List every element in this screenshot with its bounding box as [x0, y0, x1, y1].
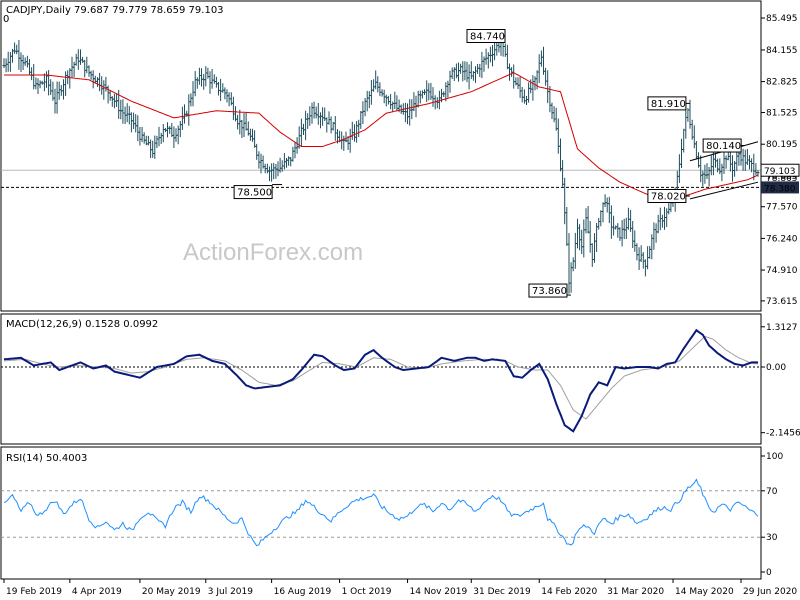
price-bar [756, 170, 760, 177]
macd-tick-label: 1.3127 [766, 323, 798, 333]
rsi-line [3, 478, 759, 547]
price-tick-label: 81.525 [766, 109, 798, 119]
symbol-info: CADJPY,Daily 79.687 79.779 78.659 79.103 [6, 5, 224, 16]
x-tick-label: 31 Mar 2020 [607, 587, 664, 597]
annotation-box [233, 185, 273, 200]
macd-title: MACD(12,26,9) 0.1528 0.0992 [6, 319, 158, 330]
current-price-tag [760, 163, 800, 177]
price-tick-label: 84.155 [766, 46, 798, 56]
x-tick-label: 14 May 2020 [675, 587, 734, 597]
rsi-title: RSI(14) 50.4003 [6, 453, 87, 464]
annotation-label: 80.140 [702, 138, 746, 153]
x-tick-label: 14 Nov 2019 [410, 587, 468, 597]
price-tick-label: 85.495 [766, 14, 798, 24]
price-tick-label: 74.910 [766, 266, 798, 276]
rsi-tick-label: 0 [766, 568, 772, 578]
x-tick-label: 20 May 2019 [142, 587, 201, 597]
current-price-text: 79.103 [764, 167, 796, 177]
macd-tick-label: -2.1456 [766, 429, 800, 439]
level-price-text: 78.380 [764, 184, 796, 194]
x-tick-label: 16 Aug 2019 [274, 587, 332, 597]
annotation-text: 73.860 [532, 286, 567, 297]
watermark: ActionForex.com [183, 239, 363, 266]
macd-panel-frame [0, 313, 762, 445]
annotation-label: 78.500 [233, 184, 283, 200]
rsi-tick-label: 100 [766, 452, 783, 462]
x-tick-label: 31 Dec 2019 [473, 587, 531, 597]
x-tick-label: 14 Feb 2020 [541, 587, 597, 597]
level-price-tag [761, 181, 799, 194]
macd-line [3, 328, 758, 433]
price-tick-label-overlapped: 78.865 [766, 174, 798, 184]
price-tick-label: 77.570 [766, 203, 798, 213]
macd-signal-line [3, 335, 759, 420]
x-tick-label: 1 Oct 2019 [342, 587, 392, 597]
annotation-text: 78.500 [237, 188, 272, 199]
rsi-tick-label: 30 [766, 533, 778, 543]
price-tick-label: 82.825 [766, 78, 798, 88]
price-tick-label: 73.615 [766, 297, 798, 307]
price-tick-label: 80.195 [766, 140, 798, 150]
price-panel-frame [0, 0, 762, 312]
price-tick-label: 76.240 [766, 234, 798, 244]
annotation-label: 78.020 [647, 189, 690, 203]
rsi-tick-label: 70 [766, 487, 778, 497]
moving-average-line [4, 72, 759, 202]
x-tick-label: 4 Apr 2019 [72, 587, 122, 597]
x-tick-label: 3 Jul 2019 [208, 587, 253, 597]
x-tick-label: 29 Jun 2020 [743, 587, 797, 597]
annotation-label: 81.910 [647, 96, 690, 111]
x-tick-label: 19 Feb 2019 [6, 587, 62, 597]
macd-tick-label: 0.00 [766, 363, 786, 373]
annotation-box [528, 283, 568, 298]
annotation-label: 73.860 [528, 283, 571, 298]
annotation-text: 84.740 [470, 32, 505, 43]
annotation-text: 81.910 [651, 99, 686, 110]
channel-lower-line [689, 181, 759, 200]
annotation-label: 84.740 [466, 29, 506, 43]
rsi-panel-frame [0, 446, 762, 580]
corner-mark: 0 [3, 14, 9, 25]
annotation-text: 80.140 [706, 141, 741, 152]
price-tick-label: 78.865 [766, 172, 798, 182]
annotation-text: 78.020 [651, 192, 686, 203]
